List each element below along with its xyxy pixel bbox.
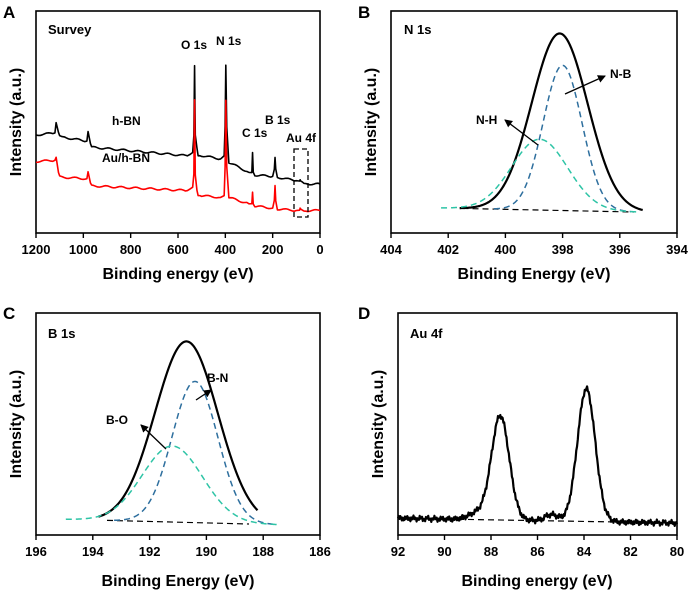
plot-frame-b bbox=[390, 10, 678, 234]
series-a bbox=[35, 64, 321, 213]
arrow-b-o bbox=[140, 424, 167, 450]
x-tick-label-a-0: 1200 bbox=[22, 242, 51, 257]
x-tick-label-d-4: 84 bbox=[577, 544, 592, 559]
y-axis-label-b: Intensity (a.u.) bbox=[363, 68, 380, 176]
series-line-h-bn bbox=[35, 64, 321, 186]
arrow-n-h bbox=[504, 119, 539, 146]
panel-letter-c: C bbox=[3, 304, 15, 323]
arrow-n-b bbox=[564, 75, 606, 95]
panel-title-c: B 1s bbox=[48, 326, 75, 341]
peak-curve-b-envelope bbox=[459, 32, 644, 212]
baseline-b bbox=[462, 207, 635, 213]
annotation-n-h: N-H bbox=[476, 113, 497, 127]
plot-frame-c bbox=[35, 312, 321, 536]
y-axis-label-c: Intensity (a.u.) bbox=[8, 370, 25, 478]
peak-curve-c-envelope bbox=[97, 340, 259, 518]
x-tick-label-b-3: 398 bbox=[552, 242, 574, 257]
x-tick-label-c-1: 194 bbox=[82, 544, 104, 559]
baseline-c bbox=[106, 519, 250, 525]
x-tick-label-c-4: 188 bbox=[252, 544, 274, 559]
panel-a: A Survey Intensity (a.u.) Binding energy… bbox=[3, 3, 324, 283]
peak-curve-b-n-b bbox=[493, 64, 632, 213]
curves-c bbox=[65, 340, 279, 526]
curves-d bbox=[396, 385, 679, 528]
annotation-n1s: N 1s bbox=[216, 34, 242, 48]
y-axis-label-d: Intensity (a.u.) bbox=[370, 370, 387, 478]
x-tick-label-d-6: 80 bbox=[670, 544, 684, 559]
annotation-c1s: C 1s bbox=[242, 126, 268, 140]
x-tick-label-d-0: 92 bbox=[391, 544, 405, 559]
plot-frame-d bbox=[397, 312, 678, 536]
x-tick-label-a-4: 400 bbox=[214, 242, 236, 257]
x-tick-label-d-1: 90 bbox=[437, 544, 451, 559]
x-tick-label-d-5: 82 bbox=[623, 544, 637, 559]
panel-title-d: Au 4f bbox=[410, 326, 443, 341]
x-tick-label-d-2: 88 bbox=[484, 544, 498, 559]
series-label-h-bn: h-BN bbox=[112, 114, 141, 128]
x-tick-label-a-3: 600 bbox=[167, 242, 189, 257]
annotation-b1s: B 1s bbox=[265, 113, 291, 127]
annotation-n-b: N-B bbox=[610, 67, 632, 81]
annotation-au4f: Au 4f bbox=[286, 131, 317, 145]
panel-title-a: Survey bbox=[48, 22, 92, 37]
x-tick-label-b-0: 404 bbox=[380, 242, 402, 257]
au4f-dashed-box bbox=[293, 148, 309, 218]
series-label-au-h-bn: Au/h-BN bbox=[102, 151, 150, 165]
x-tick-label-a-5: 200 bbox=[262, 242, 284, 257]
x-tick-label-c-0: 196 bbox=[25, 544, 47, 559]
x-tick-label-b-1: 402 bbox=[437, 242, 459, 257]
x-tick-label-a-6: 0 bbox=[316, 242, 323, 257]
peak-curve-c-b-o bbox=[65, 445, 279, 526]
panel-c: C B 1s Intensity (a.u.) Binding Energy (… bbox=[3, 304, 331, 590]
panel-d: D Au 4f Intensity (a.u.) Binding energy … bbox=[358, 304, 684, 590]
series-line-au-h-bn bbox=[35, 98, 321, 213]
x-tick-label-c-2: 192 bbox=[139, 544, 161, 559]
x-tick-label-c-3: 190 bbox=[196, 544, 218, 559]
x-tick-label-c-5: 186 bbox=[309, 544, 331, 559]
annotation-b-n: B-N bbox=[207, 371, 228, 385]
x-tick-label-b-4: 396 bbox=[609, 242, 631, 257]
x-tick-label-a-2: 800 bbox=[120, 242, 142, 257]
x-tick-label-b-5: 394 bbox=[666, 242, 688, 257]
x-tick-label-d-3: 86 bbox=[530, 544, 544, 559]
x-ticks-c: 196 194 192 190 188 186 bbox=[25, 535, 331, 559]
arrow-b-n bbox=[195, 389, 212, 401]
panel-letter-d: D bbox=[358, 304, 370, 323]
panel-letter-b: B bbox=[358, 3, 370, 22]
x-axis-label-c: Binding Energy (eV) bbox=[102, 573, 255, 590]
spectrum-line-d bbox=[396, 385, 679, 528]
annotation-o1s: O 1s bbox=[181, 38, 207, 52]
x-ticks-b: 404 402 400 398 396 394 bbox=[380, 233, 689, 257]
curves-b bbox=[440, 32, 644, 213]
panel-letter-a: A bbox=[3, 3, 15, 22]
panel-b: B N 1s Intensity (a.u.) Binding Energy (… bbox=[358, 3, 689, 283]
annotation-b-o: B-O bbox=[106, 413, 128, 427]
y-axis-label-a: Intensity (a.u.) bbox=[8, 68, 25, 176]
x-axis-label-b: Binding Energy (eV) bbox=[458, 266, 611, 283]
x-tick-label-b-2: 400 bbox=[495, 242, 517, 257]
x-axis-label-d: Binding energy (eV) bbox=[461, 573, 612, 590]
x-ticks-a: 1200 1000 800 600 400 200 0 bbox=[22, 233, 324, 257]
x-ticks-d: 92 90 88 86 84 82 80 bbox=[391, 535, 684, 559]
panel-title-b: N 1s bbox=[404, 22, 431, 37]
x-tick-label-a-1: 1000 bbox=[69, 242, 98, 257]
x-axis-label-a: Binding energy (eV) bbox=[102, 266, 253, 283]
peak-curve-c-b-n bbox=[113, 380, 277, 526]
peak-curve-b-n-h bbox=[440, 138, 639, 213]
